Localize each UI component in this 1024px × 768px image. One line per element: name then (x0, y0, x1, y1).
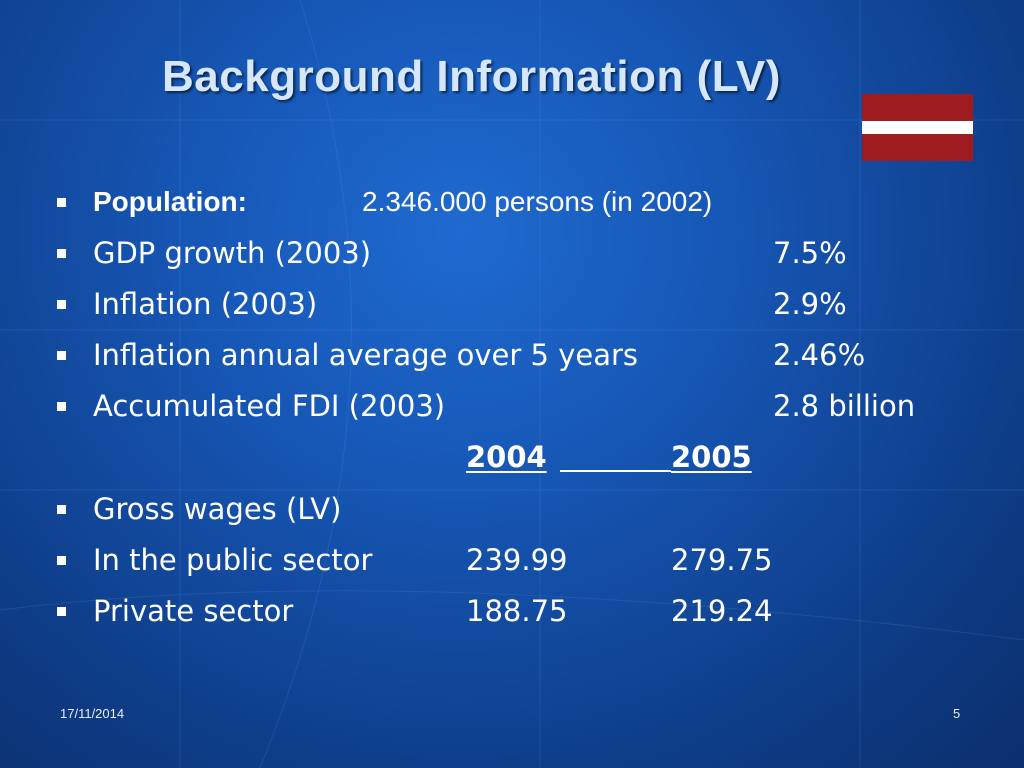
fact-label: Inflation annual average over 5 years (93, 338, 638, 372)
fact-label: Inflation (2003) (93, 287, 318, 321)
bullet-icon (57, 249, 66, 258)
wages-row-label: In the public sector (93, 543, 373, 577)
fact-value: 2.8 billion (773, 389, 916, 423)
bullet-icon (57, 556, 66, 565)
list-item-inflation: Inflation (2003) 2.9% (0, 284, 1024, 324)
bullet-icon (57, 198, 66, 207)
wages-heading: Gross wages (LV) (93, 492, 342, 526)
slide-title: Background Information (LV) (162, 52, 781, 101)
fact-value: 2.46% (773, 338, 866, 372)
bullet-icon (57, 300, 66, 309)
year-2005-header: 2005 (671, 440, 752, 474)
list-item-inflation-average: Inflation annual average over 5 years 2.… (0, 335, 1024, 375)
flag-bottom-band (862, 134, 973, 161)
bullet-icon (57, 607, 66, 616)
year-2004-header: 2004 (466, 440, 547, 474)
wages-row-label: Private sector (93, 594, 294, 628)
wages-2005-value: 219.24 (671, 594, 773, 628)
list-item-population: Population: 2.346.000 persons (in 2002) (0, 182, 1024, 222)
latvia-flag-icon (862, 94, 973, 161)
wages-2004-value: 239.99 (466, 543, 568, 577)
list-item-public-sector: In the public sector 239.99 279.75 (0, 540, 1024, 580)
list-item-accumulated-fdi: Accumulated FDI (2003) 2.8 billion (0, 386, 1024, 426)
year-header-underline (560, 470, 671, 472)
flag-middle-band (862, 121, 973, 134)
bullet-icon (57, 351, 66, 360)
list-item-private-sector: Private sector 188.75 219.24 (0, 591, 1024, 631)
page-number: 5 (953, 706, 961, 721)
flag-top-band (862, 94, 973, 121)
fact-value: 2.9% (773, 287, 847, 321)
list-item-gross-wages: Gross wages (LV) (0, 489, 1024, 529)
footer-date: 17/11/2014 (60, 706, 125, 721)
population-value: 2.346.000 persons (in 2002) (362, 186, 713, 217)
fact-label: GDP growth (2003) (93, 236, 372, 270)
fact-value: 7.5% (773, 236, 847, 270)
bullet-icon (57, 402, 66, 411)
wages-2004-value: 188.75 (466, 594, 568, 628)
bullet-icon (57, 505, 66, 514)
wages-year-header: 2004 2005 (0, 437, 1024, 477)
wages-2005-value: 279.75 (671, 543, 773, 577)
list-item-gdp-growth: GDP growth (2003) 7.5% (0, 233, 1024, 273)
fact-label: Accumulated FDI (2003) (93, 389, 446, 423)
population-label: Population: (93, 186, 247, 217)
